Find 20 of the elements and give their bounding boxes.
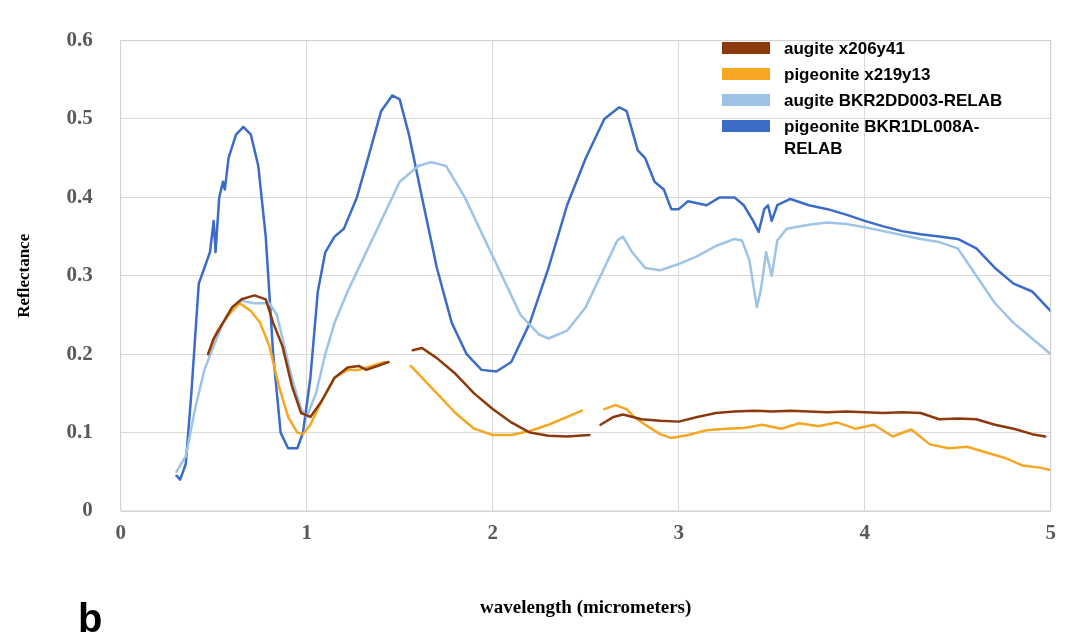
y-tick-label: 0.4 [66, 183, 94, 208]
legend-label: pigeonite BKR1DL008A-RELAB [784, 116, 981, 160]
legend-label: augite x206y41 [784, 38, 906, 60]
legend-label: augite BKR2DD003-RELAB [784, 90, 1004, 112]
y-tick-label: 0.3 [66, 262, 93, 287]
y-tick-label: 0.5 [66, 105, 93, 130]
x-tick-label: 1 [301, 520, 312, 545]
y-tick-label: 0.1 [66, 419, 93, 444]
y-tick-label: 0 [82, 497, 93, 522]
x-tick-label: 3 [673, 520, 684, 545]
y-tick-label: 0.2 [66, 340, 93, 365]
x-tick-label: 0 [115, 520, 126, 545]
x-tick-label: 5 [1045, 520, 1056, 545]
legend-label: pigeonite x219y13 [784, 64, 932, 86]
y-tick-label: 0.6 [66, 27, 93, 52]
y-axis-title: Reflectance [13, 233, 33, 318]
text: b [78, 596, 103, 641]
x-axis-title: wavelength (micrometers) [480, 595, 692, 618]
x-tick-label: 2 [487, 520, 498, 545]
x-tick-label: 4 [859, 520, 871, 545]
